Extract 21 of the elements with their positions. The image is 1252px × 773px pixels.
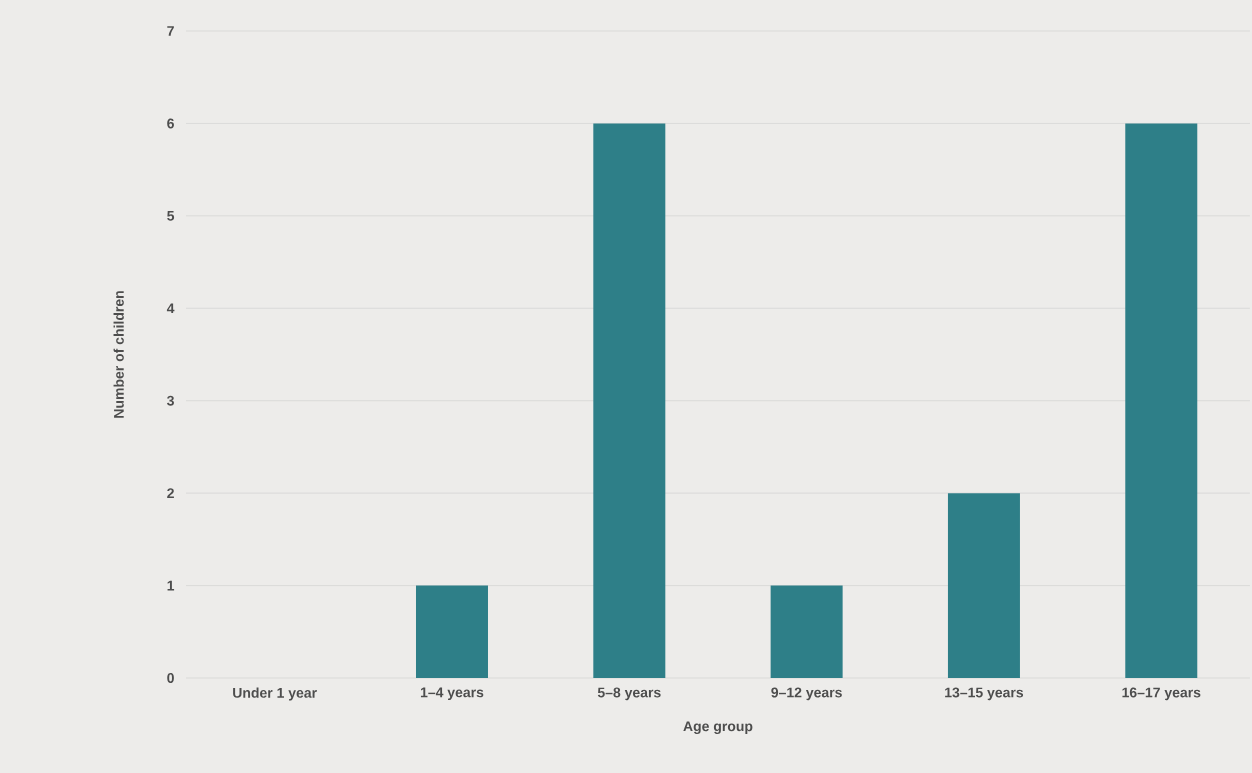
y-tick-label: 6 xyxy=(167,118,174,129)
bar xyxy=(1125,123,1198,678)
y-axis-title: Number of children xyxy=(113,291,124,418)
x-tick-label: 9–12 years xyxy=(771,687,842,701)
y-tick-label: 7 xyxy=(167,26,174,36)
y-tick-label: 5 xyxy=(167,210,175,221)
x-tick-label: Under 1 year xyxy=(233,687,317,701)
y-tick-label: 4 xyxy=(166,303,175,314)
y-tick-label: 2 xyxy=(167,488,174,499)
x-tick-label: 16–17 years xyxy=(1122,687,1201,701)
x-tick-label: 1–4 years xyxy=(420,687,484,701)
x-axis-title: Age group xyxy=(683,721,753,735)
x-tick-label: 13–15 years xyxy=(945,687,1024,701)
bar xyxy=(415,585,488,678)
bar xyxy=(947,493,1020,678)
bar xyxy=(770,585,843,678)
x-tick-label: 5–8 years xyxy=(597,687,661,701)
y-tick-label: 0 xyxy=(167,673,174,683)
y-tick-label: 1 xyxy=(167,580,175,591)
bar xyxy=(593,123,666,678)
y-tick-label: 3 xyxy=(167,395,174,406)
